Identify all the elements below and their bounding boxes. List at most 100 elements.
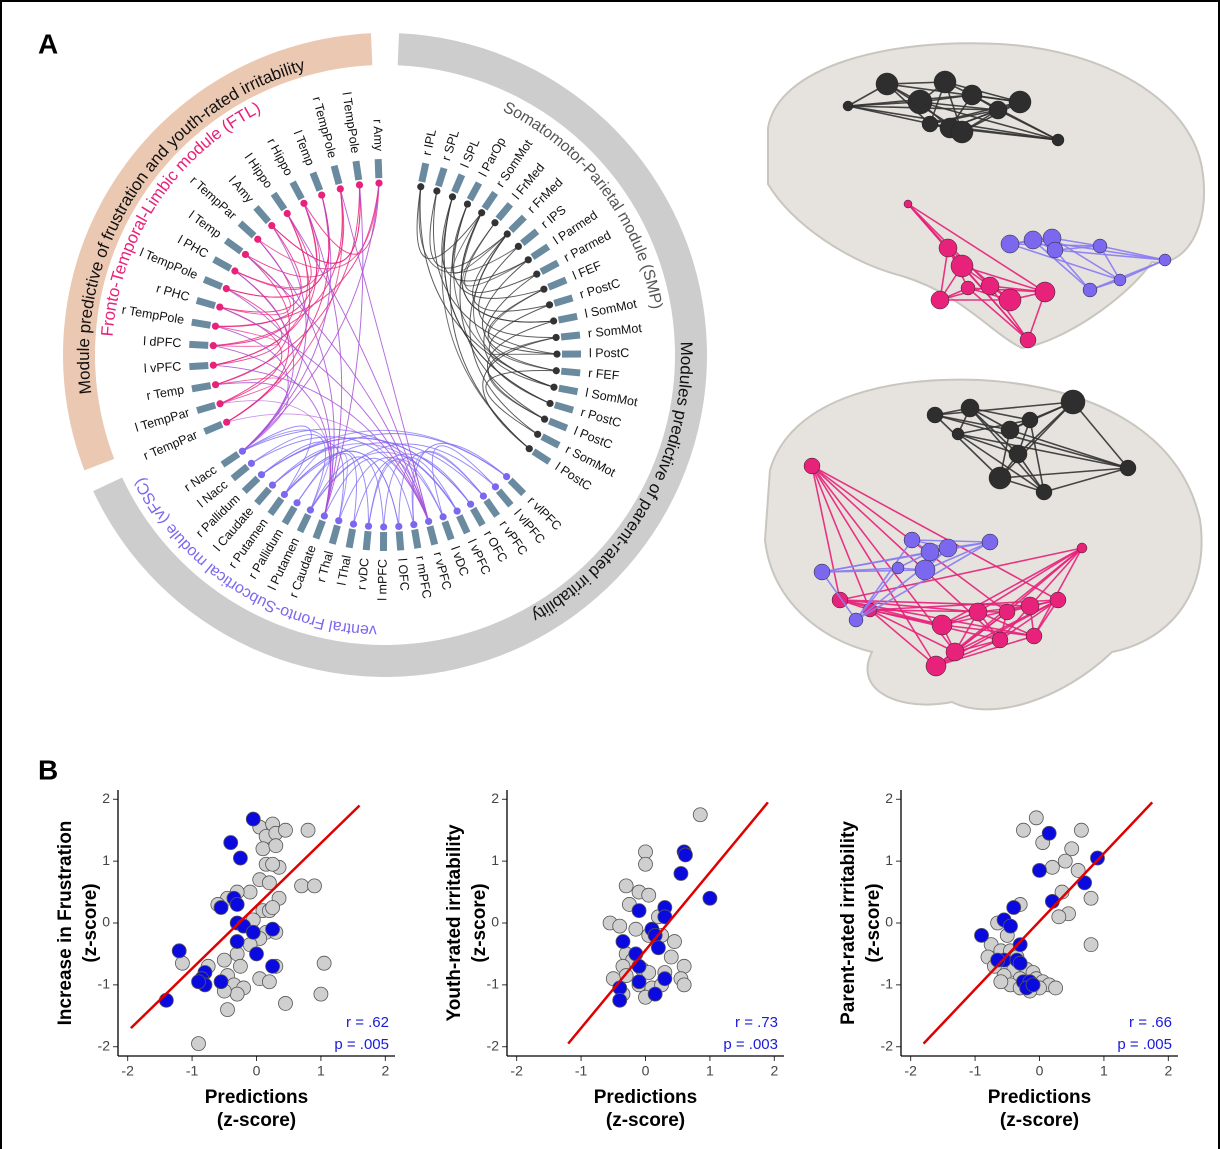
node bbox=[454, 508, 461, 515]
point bbox=[1084, 891, 1098, 905]
node bbox=[307, 506, 314, 513]
node-bar bbox=[549, 280, 567, 287]
node-label: l Temp bbox=[291, 128, 317, 167]
x-axis-label: (z-score) bbox=[217, 1110, 296, 1131]
node-bar bbox=[459, 516, 467, 533]
point bbox=[1084, 938, 1098, 952]
point bbox=[677, 959, 691, 973]
point bbox=[1026, 978, 1040, 992]
node-label: l SomMot bbox=[584, 386, 639, 410]
edge bbox=[470, 234, 538, 434]
point bbox=[295, 879, 309, 893]
node bbox=[335, 517, 342, 524]
y-tick-label: 1 bbox=[491, 852, 499, 868]
annotation: r = .62 bbox=[346, 1014, 389, 1031]
point bbox=[677, 978, 691, 992]
point bbox=[192, 1037, 206, 1051]
brain-node bbox=[1047, 242, 1063, 258]
node bbox=[546, 400, 553, 407]
node bbox=[375, 180, 382, 187]
brain-node bbox=[981, 277, 999, 295]
node-bar bbox=[233, 467, 248, 479]
brain-node bbox=[934, 71, 956, 93]
point bbox=[1052, 910, 1066, 924]
y-tick-label: 1 bbox=[885, 852, 893, 868]
node-bar bbox=[532, 247, 548, 258]
node bbox=[380, 523, 387, 530]
node-bar bbox=[223, 454, 239, 465]
point bbox=[667, 935, 681, 949]
brain-node bbox=[1035, 282, 1055, 302]
node bbox=[425, 518, 432, 525]
node-bar bbox=[378, 159, 379, 178]
brain-node bbox=[961, 281, 975, 295]
node-bar bbox=[214, 259, 231, 268]
node bbox=[268, 222, 275, 229]
node bbox=[553, 334, 560, 341]
node bbox=[433, 187, 440, 194]
node-label: r FEF bbox=[588, 366, 621, 383]
brain-node bbox=[1021, 597, 1039, 615]
node-label: l Temp bbox=[186, 208, 224, 241]
x-tick-label: -1 bbox=[969, 1063, 982, 1079]
node-label: r Hippo bbox=[264, 136, 295, 178]
x-tick-label: 0 bbox=[253, 1063, 261, 1079]
brain-node bbox=[915, 560, 935, 580]
point bbox=[217, 953, 231, 967]
point bbox=[266, 922, 280, 936]
brain-node bbox=[939, 239, 957, 257]
node bbox=[553, 350, 560, 357]
edge bbox=[339, 457, 443, 520]
annotation: p = .005 bbox=[1117, 1036, 1172, 1053]
node bbox=[478, 209, 485, 216]
brain-node bbox=[1022, 412, 1038, 428]
brain-node bbox=[932, 615, 952, 635]
point bbox=[629, 922, 643, 936]
node-bar bbox=[192, 386, 211, 389]
node-label: l OFC bbox=[395, 558, 412, 592]
node-label: l PostC bbox=[589, 346, 629, 360]
edge bbox=[227, 214, 310, 423]
node bbox=[300, 200, 307, 207]
node-label: r TempPole bbox=[121, 303, 185, 327]
brain-node bbox=[962, 85, 982, 105]
node bbox=[216, 303, 223, 310]
point bbox=[243, 885, 257, 899]
node-label: l TempPar bbox=[133, 405, 191, 434]
node-bar bbox=[415, 529, 418, 548]
node bbox=[242, 251, 249, 258]
point bbox=[230, 987, 244, 1001]
figure: A B Module predictive of frustration and… bbox=[0, 0, 1220, 1149]
node-label: r mPFC bbox=[413, 555, 434, 600]
node bbox=[210, 342, 217, 349]
node bbox=[503, 473, 510, 480]
point bbox=[639, 857, 653, 871]
node bbox=[550, 317, 557, 324]
node-label: l TempPole bbox=[339, 91, 362, 154]
node bbox=[284, 210, 291, 217]
brain-node bbox=[1026, 628, 1042, 644]
point bbox=[250, 947, 264, 961]
node-bar bbox=[300, 514, 308, 531]
node bbox=[410, 521, 417, 528]
brain-node bbox=[1050, 592, 1066, 608]
node-bar bbox=[541, 263, 558, 272]
node-label: r Amy bbox=[370, 119, 385, 152]
node-label: r SPL bbox=[439, 128, 462, 162]
point bbox=[693, 808, 707, 822]
brain bbox=[768, 43, 1204, 348]
point bbox=[632, 975, 646, 989]
y-tick-label: 1 bbox=[102, 852, 110, 868]
brain-node bbox=[1009, 91, 1031, 113]
node-bar bbox=[197, 300, 215, 305]
node-label: r PHC bbox=[155, 281, 192, 304]
point bbox=[632, 904, 646, 918]
node-bar bbox=[313, 173, 320, 191]
brain-node bbox=[926, 656, 946, 676]
point bbox=[678, 848, 692, 862]
point bbox=[658, 972, 672, 986]
point bbox=[266, 901, 280, 915]
brain-node bbox=[1083, 283, 1097, 297]
point bbox=[233, 851, 247, 865]
point bbox=[246, 925, 260, 939]
